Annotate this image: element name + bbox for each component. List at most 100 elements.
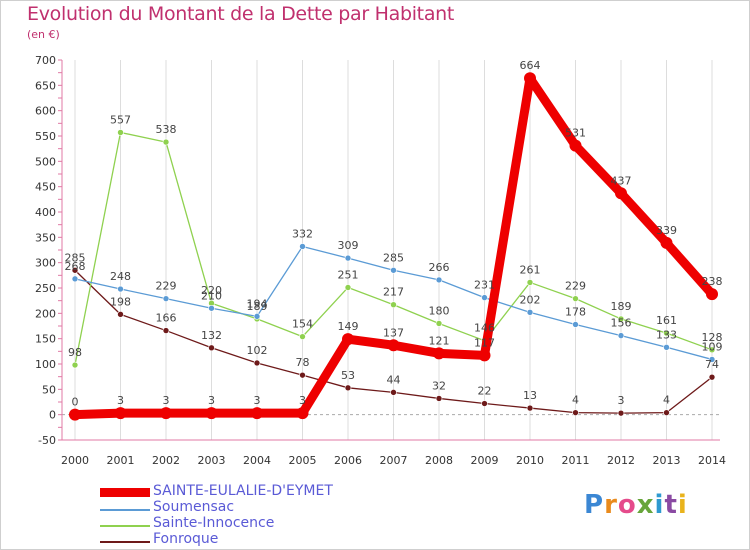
data-label: 121 bbox=[429, 334, 450, 347]
data-label: 251 bbox=[338, 268, 359, 281]
data-label: 229 bbox=[565, 280, 586, 293]
data-label: 220 bbox=[201, 284, 222, 297]
data-point bbox=[708, 346, 716, 354]
x-tick-label: 2004 bbox=[243, 454, 271, 467]
data-label: 13 bbox=[523, 389, 537, 402]
x-tick-label: 2007 bbox=[380, 454, 408, 467]
data-label: 664 bbox=[520, 59, 541, 72]
data-point bbox=[663, 329, 670, 337]
y-tick-label: 0 bbox=[49, 409, 56, 422]
y-tick-label: 300 bbox=[35, 257, 56, 270]
data-label: 0 bbox=[72, 396, 79, 409]
x-tick-label: 2010 bbox=[516, 454, 544, 467]
data-point bbox=[69, 408, 81, 421]
data-point bbox=[481, 400, 488, 407]
data-point bbox=[71, 266, 79, 274]
data-point bbox=[344, 284, 352, 291]
x-tick-label: 2011 bbox=[562, 454, 590, 467]
data-label: 4 bbox=[663, 394, 670, 407]
data-label: 156 bbox=[611, 317, 632, 330]
legend-label: Sainte-Innocence bbox=[153, 515, 275, 531]
legend-swatch bbox=[100, 488, 150, 497]
proxiti-logo: Proxiti bbox=[584, 490, 688, 520]
x-tick-label: 2001 bbox=[107, 454, 135, 467]
data-point bbox=[617, 409, 625, 417]
data-point bbox=[708, 373, 716, 381]
data-label: 198 bbox=[110, 295, 131, 308]
logo-letter: x bbox=[636, 490, 655, 520]
logo-letter: t bbox=[664, 490, 678, 520]
data-label: 44 bbox=[387, 373, 401, 386]
x-tick-label: 2012 bbox=[607, 454, 635, 467]
data-label: 202 bbox=[520, 293, 541, 306]
data-point bbox=[299, 243, 306, 250]
logo-letter: o bbox=[617, 490, 637, 520]
data-point bbox=[117, 285, 124, 293]
legend-swatch bbox=[100, 509, 150, 511]
data-point bbox=[390, 266, 397, 274]
data-point bbox=[296, 407, 309, 420]
logo-letter: P bbox=[584, 490, 605, 520]
data-label: 3 bbox=[163, 394, 170, 407]
legend-label: Soumensac bbox=[153, 499, 235, 515]
data-label: 231 bbox=[474, 279, 495, 292]
data-point bbox=[663, 409, 670, 416]
data-label: 98 bbox=[68, 346, 82, 359]
data-label: 266 bbox=[429, 261, 450, 274]
y-tick-label: 400 bbox=[35, 206, 56, 219]
data-point bbox=[524, 72, 536, 85]
y-tick-label: 650 bbox=[35, 79, 56, 92]
logo-letter: r bbox=[604, 490, 618, 520]
x-tick-label: 2003 bbox=[198, 454, 226, 467]
data-label: 117 bbox=[474, 336, 495, 349]
y-tick-label: 200 bbox=[35, 307, 56, 320]
x-tick-label: 2013 bbox=[653, 454, 681, 467]
data-point bbox=[253, 359, 261, 367]
data-label: 339 bbox=[656, 224, 677, 237]
data-label: 166 bbox=[156, 312, 177, 325]
data-label: 149 bbox=[338, 320, 359, 333]
legend-label: SAINTE-EULALIE-D'EYMET bbox=[153, 483, 333, 499]
data-point bbox=[433, 347, 445, 360]
data-point bbox=[162, 327, 170, 334]
data-point bbox=[478, 349, 491, 362]
data-point bbox=[117, 129, 124, 136]
data-label: 132 bbox=[201, 329, 222, 342]
y-tick-label: 250 bbox=[35, 282, 56, 295]
y-tick-label: 150 bbox=[35, 333, 56, 346]
data-label: 189 bbox=[611, 300, 632, 313]
data-label: 133 bbox=[656, 328, 677, 341]
data-point bbox=[344, 384, 352, 392]
y-tick-label: 500 bbox=[35, 155, 56, 168]
data-label: 74 bbox=[705, 358, 719, 371]
data-point bbox=[663, 343, 670, 351]
data-point bbox=[251, 407, 263, 420]
data-point bbox=[435, 276, 443, 284]
x-tick-label: 2008 bbox=[425, 454, 453, 467]
data-label: 285 bbox=[65, 251, 86, 264]
data-label: 531 bbox=[565, 127, 586, 140]
data-point bbox=[481, 294, 488, 301]
chart-title: Evolution du Montant de la Dette par Hab… bbox=[27, 3, 455, 25]
data-label: 557 bbox=[110, 113, 131, 126]
data-label: 210 bbox=[201, 289, 222, 302]
data-label: 538 bbox=[156, 123, 177, 136]
data-label: 189 bbox=[247, 300, 268, 313]
data-point bbox=[387, 339, 400, 352]
data-point bbox=[253, 313, 261, 320]
logo-letter: i bbox=[654, 490, 665, 520]
data-label: 32 bbox=[432, 379, 446, 392]
data-point bbox=[342, 333, 354, 346]
data-point bbox=[569, 139, 582, 152]
y-tick-label: 550 bbox=[35, 130, 56, 143]
data-point bbox=[390, 301, 397, 309]
data-point bbox=[617, 315, 625, 323]
data-point bbox=[615, 187, 627, 200]
data-point bbox=[117, 311, 124, 318]
x-tick-label: 2006 bbox=[334, 454, 362, 467]
y-tick-label: -50 bbox=[38, 434, 56, 447]
data-label: 128 bbox=[702, 331, 723, 344]
data-point bbox=[526, 279, 534, 286]
